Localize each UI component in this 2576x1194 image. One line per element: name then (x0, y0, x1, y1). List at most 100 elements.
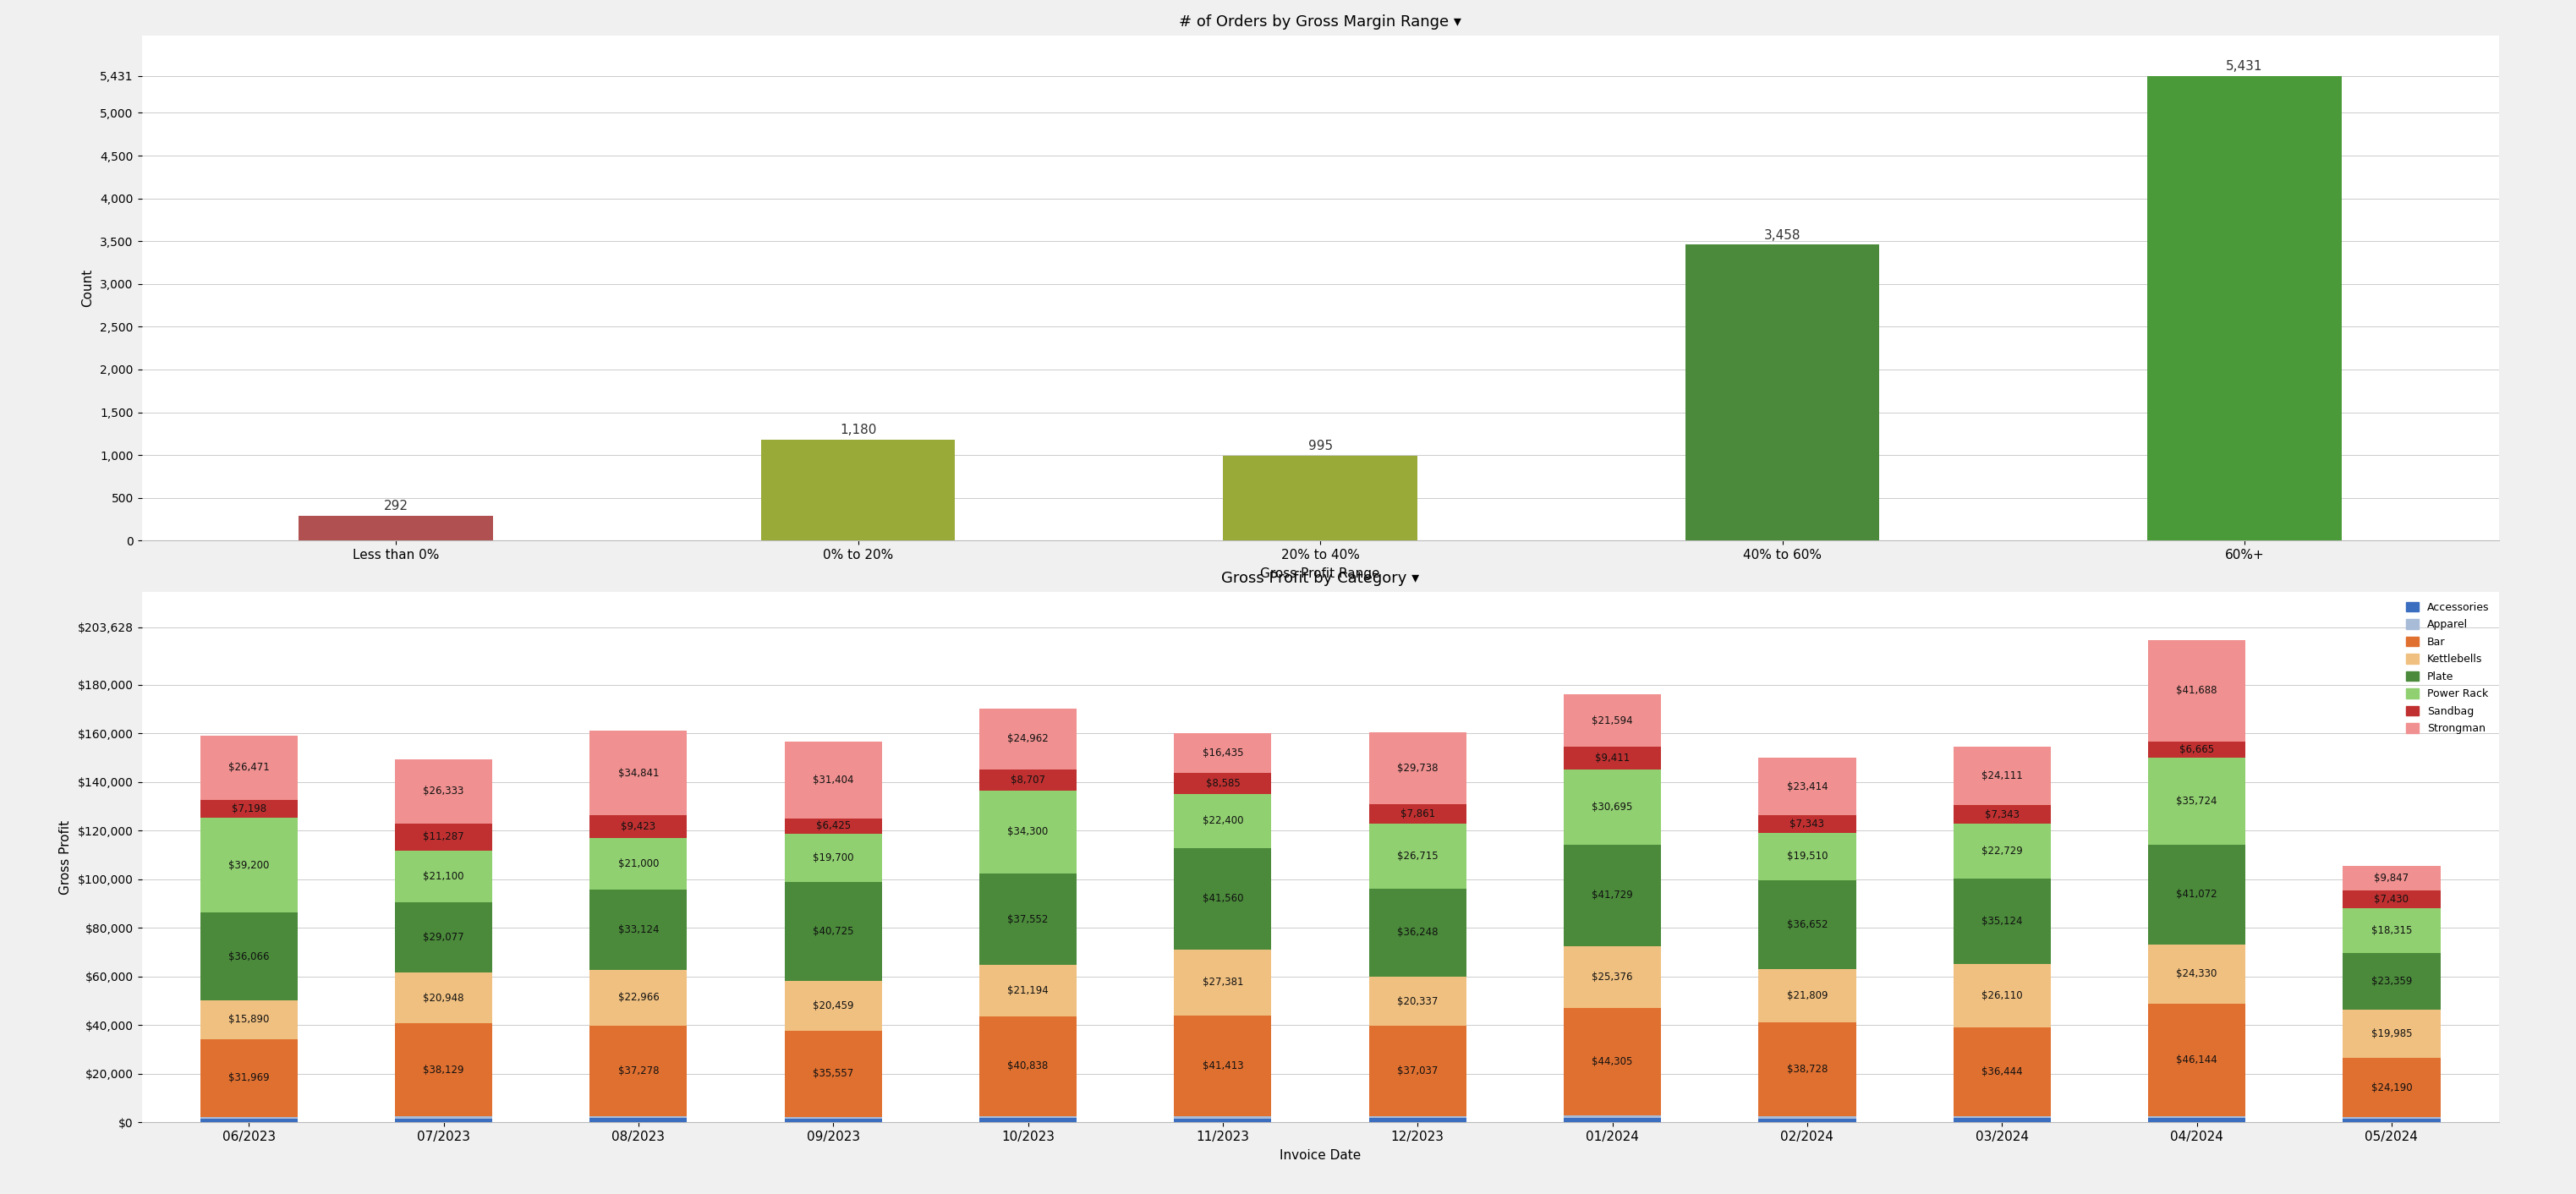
Bar (590, 970, 688, 1026)
Bar (1368, 824, 1466, 888)
Bar (394, 823, 492, 850)
Text: $26,110: $26,110 (1981, 990, 2022, 1002)
Text: $37,278: $37,278 (618, 1065, 659, 1077)
Bar (2344, 909, 2439, 953)
Bar (1564, 747, 1662, 770)
Text: $11,287: $11,287 (422, 831, 464, 843)
Bar (786, 741, 881, 818)
Bar (1685, 245, 1880, 541)
Bar (979, 965, 1077, 1016)
Text: $23,414: $23,414 (1788, 781, 1829, 792)
Bar (394, 901, 492, 973)
Text: $36,248: $36,248 (1396, 927, 1437, 938)
Text: $30,695: $30,695 (1592, 801, 1633, 813)
Bar (1368, 977, 1466, 1026)
X-axis label: Gross Profit Range: Gross Profit Range (1260, 567, 1381, 580)
Bar (786, 1119, 881, 1122)
Bar (2344, 1118, 2439, 1119)
Bar (1953, 1116, 2050, 1119)
Bar (1175, 949, 1273, 1016)
Text: 3,458: 3,458 (1765, 229, 1801, 241)
Bar (786, 882, 881, 980)
Text: $36,444: $36,444 (1981, 1066, 2022, 1077)
Bar (590, 838, 688, 890)
Text: $37,037: $37,037 (1396, 1065, 1437, 1077)
Bar (2148, 944, 2246, 1004)
Text: $6,665: $6,665 (2179, 744, 2215, 755)
Text: $41,688: $41,688 (2177, 685, 2218, 696)
Bar (2148, 758, 2246, 844)
Bar (786, 1118, 881, 1119)
Bar (1368, 1116, 1466, 1119)
Bar (1759, 832, 1855, 880)
Bar (299, 516, 492, 541)
Bar (1564, 844, 1662, 946)
Bar (1175, 848, 1273, 949)
Text: $46,144: $46,144 (2177, 1054, 2218, 1065)
Bar (1368, 805, 1466, 824)
Text: $26,471: $26,471 (229, 762, 270, 774)
Text: $20,459: $20,459 (811, 1001, 853, 1011)
Text: $20,948: $20,948 (422, 992, 464, 1004)
Bar (1175, 733, 1273, 773)
Bar (1759, 880, 1855, 970)
Text: $7,198: $7,198 (232, 804, 265, 814)
Text: $38,728: $38,728 (1788, 1064, 1826, 1075)
Text: $21,194: $21,194 (1007, 985, 1048, 996)
Text: $8,707: $8,707 (1010, 774, 1046, 786)
Bar (786, 833, 881, 882)
Bar (201, 1119, 296, 1122)
Bar (979, 1116, 1077, 1118)
Bar (1175, 1116, 1273, 1119)
Text: $29,738: $29,738 (1396, 763, 1437, 774)
Bar (1759, 1119, 1855, 1122)
Bar (1175, 794, 1273, 848)
Bar (979, 769, 1077, 790)
Bar (2344, 1119, 2439, 1122)
Text: $21,594: $21,594 (1592, 715, 1633, 726)
Bar (590, 890, 688, 970)
Bar (979, 708, 1077, 769)
Legend: Accessories, Apparel, Bar, Kettlebells, Plate, Power Rack, Sandbag, Strongman: Accessories, Apparel, Bar, Kettlebells, … (2401, 598, 2494, 738)
Text: $7,343: $7,343 (1790, 818, 1824, 830)
Text: $24,190: $24,190 (2370, 1082, 2411, 1093)
Bar (1368, 732, 1466, 805)
Bar (1564, 1118, 1662, 1122)
Text: $34,300: $34,300 (1007, 826, 1048, 837)
Bar (1175, 773, 1273, 794)
Text: $9,423: $9,423 (621, 821, 657, 832)
Bar (201, 736, 296, 800)
Bar (590, 731, 688, 816)
Bar (1759, 1116, 1855, 1119)
Bar (201, 1039, 296, 1116)
Bar (1224, 455, 1417, 541)
Bar (1564, 770, 1662, 844)
Bar (1564, 946, 1662, 1008)
Text: 1,180: 1,180 (840, 424, 876, 437)
Text: $40,838: $40,838 (1007, 1060, 1048, 1072)
Text: $36,652: $36,652 (1788, 919, 1829, 930)
Y-axis label: Count: Count (82, 269, 95, 307)
Bar (2344, 867, 2439, 891)
Y-axis label: Gross Profit: Gross Profit (59, 820, 72, 894)
Bar (1953, 1119, 2050, 1122)
Text: $35,557: $35,557 (814, 1069, 853, 1079)
Text: 5,431: 5,431 (2226, 60, 2262, 73)
Bar (394, 1119, 492, 1122)
Bar (2344, 1058, 2439, 1118)
Bar (2148, 1118, 2246, 1122)
Text: $21,000: $21,000 (618, 858, 659, 869)
Text: $16,435: $16,435 (1203, 747, 1244, 758)
Text: $29,077: $29,077 (422, 931, 464, 943)
Bar (590, 1026, 688, 1116)
Text: $26,333: $26,333 (422, 786, 464, 796)
Text: $36,066: $36,066 (229, 952, 270, 962)
Bar (1953, 964, 2050, 1027)
Bar (760, 439, 956, 541)
X-axis label: Invoice Date: Invoice Date (1280, 1149, 1360, 1162)
Bar (2148, 1004, 2246, 1116)
Bar (394, 850, 492, 901)
Bar (786, 1030, 881, 1118)
Text: 292: 292 (384, 500, 407, 512)
Bar (786, 980, 881, 1030)
